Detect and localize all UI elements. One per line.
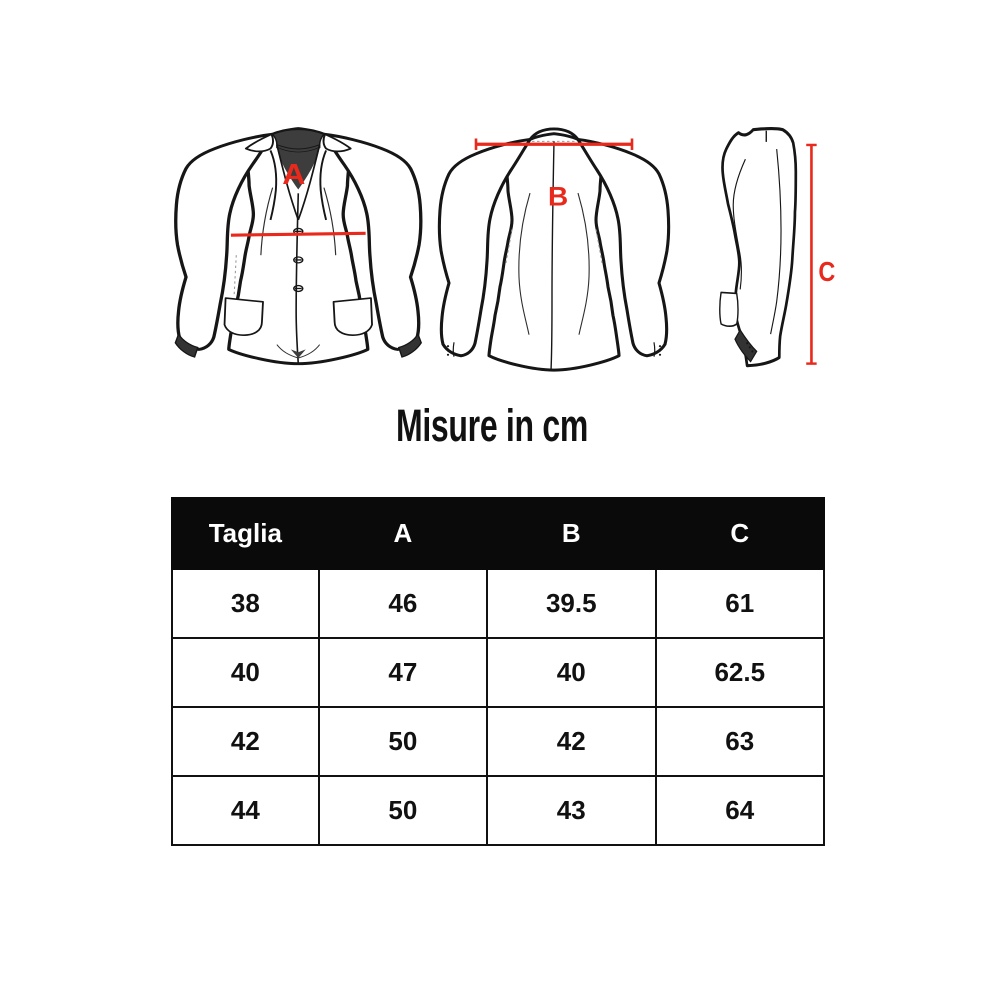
- svg-text:B: B: [548, 181, 568, 211]
- svg-text:A: A: [282, 159, 305, 190]
- svg-text:C: C: [818, 258, 835, 288]
